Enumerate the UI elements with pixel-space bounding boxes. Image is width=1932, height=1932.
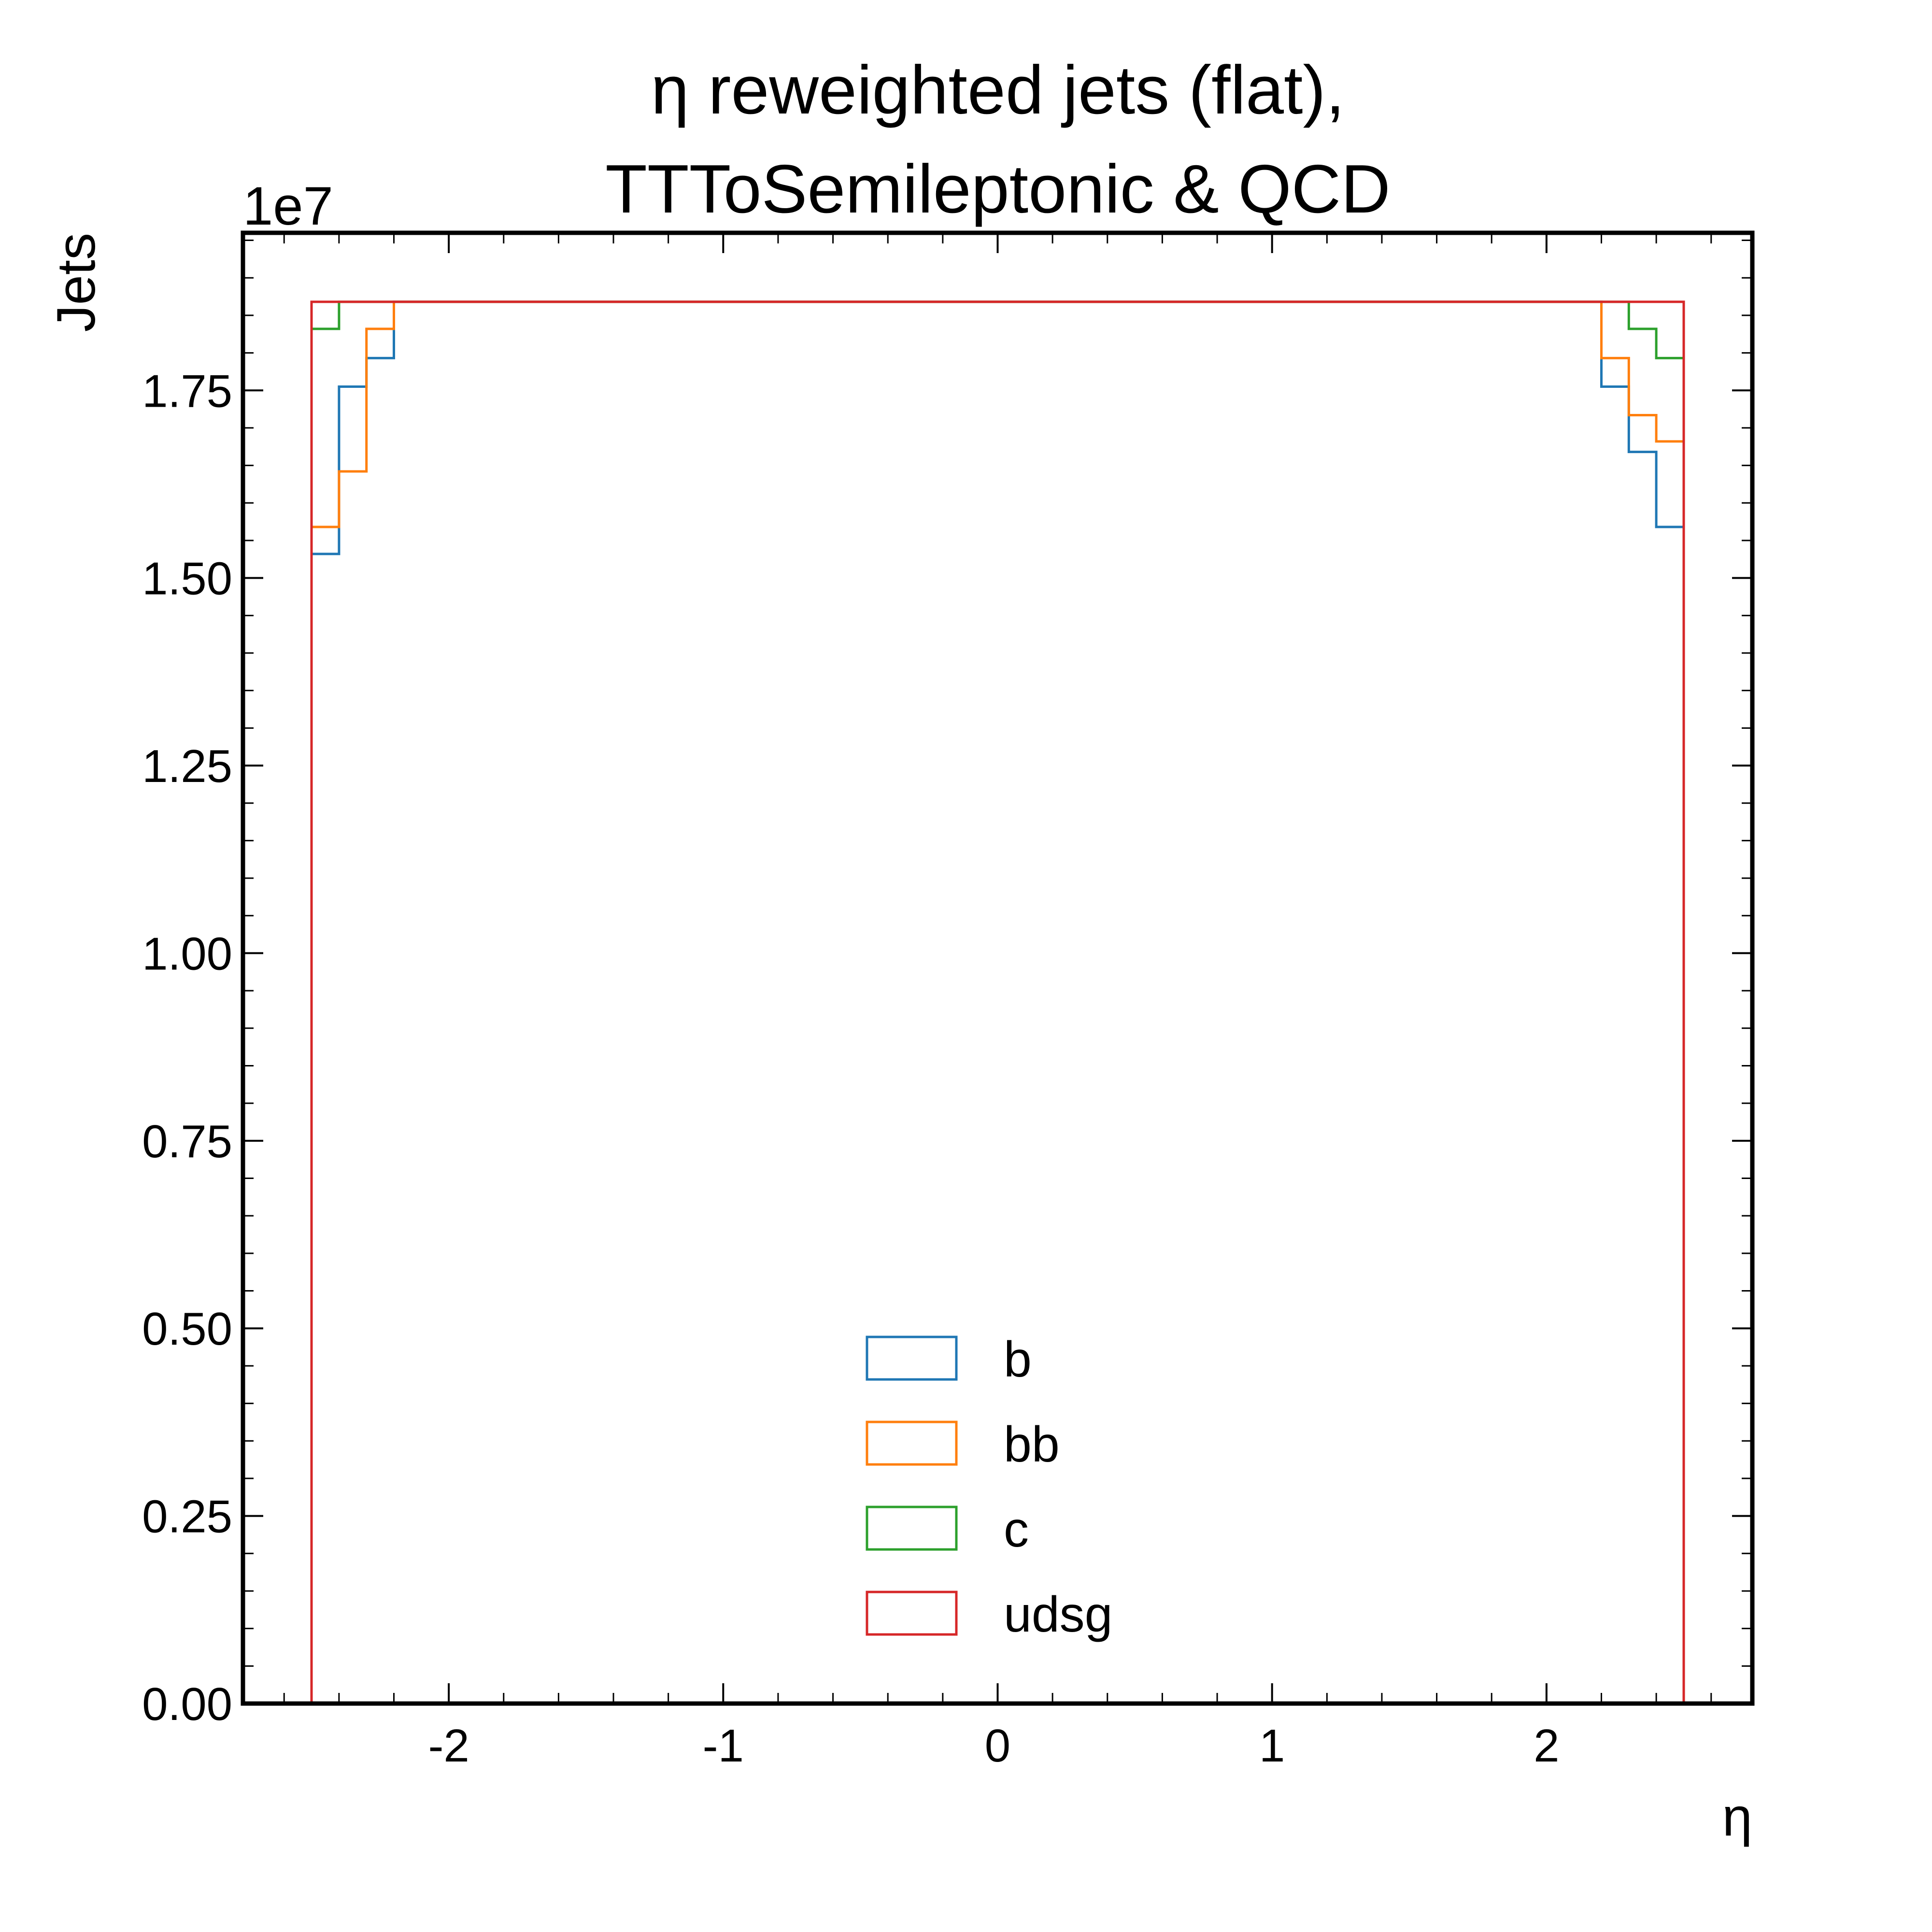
y-axis-label: Jets bbox=[46, 233, 106, 332]
chart-title-line2: TTToSemileptonic & QCD bbox=[605, 151, 1391, 227]
x-tick-label: 2 bbox=[1534, 1720, 1559, 1772]
chart-title-line1: η reweighted jets (flat), bbox=[651, 52, 1345, 128]
x-tick-label: 0 bbox=[985, 1720, 1010, 1772]
y-tick-label: 1.75 bbox=[142, 365, 232, 417]
legend-label-c: c bbox=[1004, 1502, 1029, 1558]
x-tick-label: -2 bbox=[428, 1720, 469, 1772]
x-tick-label: 1 bbox=[1259, 1720, 1285, 1772]
x-tick-label: -1 bbox=[703, 1720, 744, 1772]
legend-swatch-bb bbox=[866, 1421, 958, 1466]
series-layer bbox=[310, 300, 1685, 1704]
y-tick-label: 0.50 bbox=[142, 1303, 232, 1355]
legend-label-udsg: udsg bbox=[1004, 1587, 1113, 1643]
legend-swatch-udsg bbox=[866, 1591, 958, 1636]
plot-frame bbox=[241, 230, 1755, 1706]
y-tick-label: 1.50 bbox=[142, 553, 232, 605]
legend-label-bb: bb bbox=[1004, 1417, 1060, 1473]
x-axis-label: η bbox=[1722, 1787, 1752, 1847]
y-tick-label: 0.25 bbox=[142, 1491, 232, 1543]
y-tick-label: 1.25 bbox=[142, 740, 232, 792]
legend-label-b: b bbox=[1004, 1332, 1032, 1388]
tick-labels-layer: -2 -1 0 1 2 0.00 0.25 0.50 0.75 1.00 1.25 1.50 1.75 bbox=[142, 365, 1559, 1772]
y-tick-label: 0.00 bbox=[142, 1678, 232, 1730]
y-tick-label: 0.75 bbox=[142, 1116, 232, 1167]
series-line-udsg bbox=[310, 300, 1685, 1704]
legend-swatch-b bbox=[866, 1335, 958, 1381]
y-multiplier: 1e7 bbox=[243, 176, 333, 236]
legend-swatch-c bbox=[866, 1506, 958, 1551]
y-tick-label: 1.00 bbox=[142, 928, 232, 980]
